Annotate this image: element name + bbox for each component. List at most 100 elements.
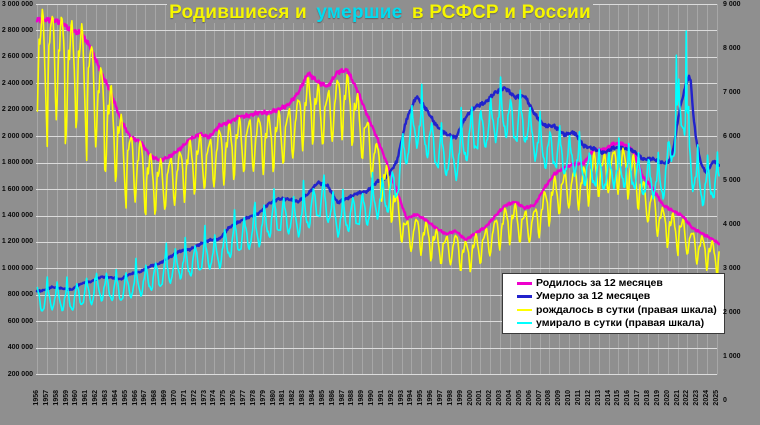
y-left-tick-label: 400 000 — [7, 344, 33, 352]
y-left-tick-label: 1 000 000 — [1, 264, 33, 272]
y-right-tick-label: 0 — [723, 397, 727, 405]
y-left-tick-label: 1 800 000 — [1, 159, 33, 167]
x-year-label: 1973 — [200, 390, 208, 406]
y-right-tick-label: 4 000 — [723, 220, 741, 228]
chart-title-part-region: в РСФСР и России — [404, 2, 593, 23]
x-year-label: 1984 — [308, 390, 316, 406]
x-year-label: 1967 — [141, 390, 149, 406]
x-year-label: 2001 — [476, 390, 484, 406]
x-year-label: 1970 — [170, 390, 178, 406]
legend-label: рождалось в сутки (правая шкала) — [536, 303, 717, 316]
y-left-tick-label: 2 600 000 — [1, 53, 33, 61]
x-year-label: 1998 — [446, 390, 454, 406]
x-year-label: 1988 — [348, 390, 356, 406]
x-year-label: 2003 — [496, 390, 504, 406]
y-right-tick-label: 6 000 — [723, 132, 741, 140]
x-year-label: 2010 — [565, 390, 573, 406]
legend-line-sample-yellow — [517, 309, 532, 312]
x-year-label: 1966 — [131, 390, 139, 406]
legend-line-sample-magenta — [517, 282, 532, 286]
x-year-label: 1956 — [33, 390, 40, 406]
x-year-label: 1991 — [377, 390, 385, 406]
legend-item-born-daily: рождалось в сутки (правая шкала) — [517, 304, 722, 317]
x-year-label: 2012 — [584, 390, 592, 406]
y-left-tick-label: 600 000 — [7, 317, 33, 325]
x-year-label: 1974 — [210, 390, 218, 406]
legend-item-died-daily: умирало в сутки (правая шкала) — [517, 317, 722, 330]
y-left-tick-label: 1 400 000 — [1, 212, 33, 220]
legend-item-died-12m: Умерло за 12 месяцев — [517, 290, 722, 303]
y-left-tick-label: 800 000 — [7, 291, 33, 299]
y-left-tick-label: 2 000 000 — [1, 132, 33, 140]
y-left-tick-label: 1 200 000 — [1, 238, 33, 246]
x-year-label: 2023 — [693, 390, 701, 406]
y-right-tick-label: 7 000 — [723, 88, 741, 96]
y-right-tick-label: 9 000 — [723, 0, 741, 8]
x-year-label: 1993 — [397, 390, 405, 406]
x-year-label: 2011 — [575, 390, 583, 406]
x-year-label: 2006 — [525, 390, 533, 406]
chart-legend: Родилось за 12 месяцев Умерло за 12 меся… — [502, 273, 725, 334]
x-year-label: 1986 — [328, 390, 336, 406]
chart-title-part-births: Родившиеся и — [167, 2, 315, 23]
x-year-label: 1975 — [220, 390, 228, 406]
x-year-label: 1957 — [42, 390, 50, 406]
x-year-label: 1964 — [111, 390, 119, 406]
x-year-label: 2007 — [535, 390, 543, 406]
x-year-label: 2020 — [663, 390, 671, 406]
chart-title-part-deaths: умершие — [314, 2, 405, 23]
x-year-label: 1992 — [387, 390, 395, 406]
x-year-label: 2002 — [486, 390, 494, 406]
x-year-label: 1987 — [338, 390, 346, 406]
x-year-label: 1999 — [456, 390, 464, 406]
legend-label: умирало в сутки (правая шкала) — [536, 316, 705, 329]
y-right-tick-label: 8 000 — [723, 44, 741, 52]
x-year-label: 2000 — [466, 390, 474, 406]
legend-label: Родилось за 12 месяцев — [536, 277, 663, 290]
x-year-label: 1958 — [52, 390, 60, 406]
x-year-label: 2018 — [644, 390, 651, 406]
x-year-label: 2014 — [604, 390, 612, 406]
y-right-tick-label: 3 000 — [723, 264, 741, 272]
x-year-label: 1995 — [417, 390, 425, 406]
y-right-tick-label: 5 000 — [723, 176, 741, 184]
x-year-label: 2025 — [712, 390, 720, 406]
x-year-label: 1979 — [259, 390, 267, 406]
x-year-label: 1963 — [101, 390, 109, 406]
x-year-label: 1977 — [239, 390, 247, 406]
legend-line-sample-blue — [517, 295, 532, 299]
x-year-label: 1997 — [437, 390, 445, 406]
x-year-label: 2019 — [653, 390, 661, 406]
x-year-label: 2022 — [683, 390, 691, 406]
x-year-label: 1969 — [161, 390, 169, 406]
x-year-label: 1994 — [407, 390, 415, 406]
y-left-tick-label: 3 000 000 — [1, 0, 33, 8]
legend-line-sample-cyan — [517, 322, 532, 325]
x-year-label: 1985 — [318, 390, 326, 406]
x-year-label: 2009 — [555, 390, 563, 406]
x-year-label: 2005 — [515, 390, 523, 406]
chart-title: Родившиеся и умершие в РСФСР и России — [0, 2, 760, 24]
x-year-label: 2013 — [594, 390, 602, 406]
x-year-label: 2016 — [624, 390, 632, 406]
x-year-label: 2017 — [634, 390, 642, 406]
x-year-label: 1983 — [299, 390, 307, 406]
x-year-label: 1980 — [269, 390, 277, 406]
x-year-label: 1996 — [427, 390, 435, 406]
x-year-label: 1989 — [358, 390, 366, 406]
legend-label: Умерло за 12 месяцев — [536, 290, 651, 303]
y-right-tick-label: 1 000 — [723, 353, 741, 361]
y-left-tick-label: 1 600 000 — [1, 185, 33, 193]
x-year-label: 2015 — [614, 390, 622, 406]
x-year-label: 1978 — [249, 390, 257, 406]
y-left-tick-label: 2 200 000 — [1, 106, 33, 114]
y-right-tick-label: 2 000 — [723, 309, 741, 316]
x-year-label: 1965 — [121, 390, 129, 406]
x-year-label: 1960 — [72, 390, 80, 406]
x-year-label: 1962 — [92, 390, 100, 406]
x-year-label: 1981 — [279, 390, 287, 406]
x-year-label: 1990 — [368, 390, 376, 406]
legend-item-born-12m: Родилось за 12 месяцев — [517, 277, 722, 290]
x-year-label: 1959 — [62, 390, 70, 406]
